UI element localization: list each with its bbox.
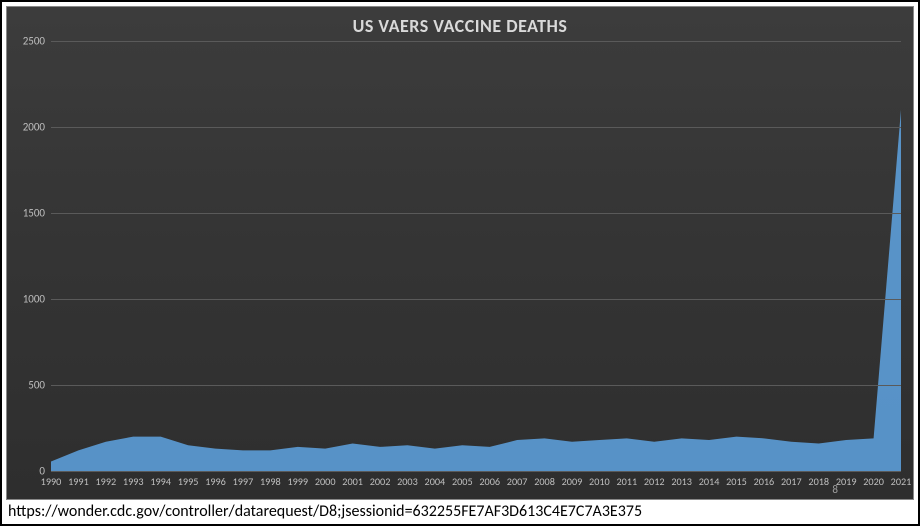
y-tick-label: 1500 <box>23 207 51 220</box>
x-tick-label: 2017 <box>781 475 802 488</box>
x-tick-label: 1996 <box>205 475 226 488</box>
x-tick-label: 2005 <box>452 475 473 488</box>
gridline <box>51 385 901 386</box>
x-tick-label: 2006 <box>479 475 500 488</box>
x-axis-ticks: 1990199119921993199419951996199719981999… <box>51 475 901 489</box>
x-tick-label: 2020 <box>863 475 884 488</box>
x-tick-label: 1993 <box>123 475 144 488</box>
x-tick-label: 2002 <box>370 475 391 488</box>
x-tick-label: 2019 <box>836 475 857 488</box>
x-tick-label: 2007 <box>507 475 528 488</box>
y-tick-label: 0 <box>39 465 51 478</box>
x-tick-label: 2000 <box>315 475 336 488</box>
x-tick-label: 2003 <box>397 475 418 488</box>
y-tick-label: 1000 <box>23 293 51 306</box>
x-tick-label: 2010 <box>589 475 610 488</box>
x-tick-label: 2018 <box>808 475 829 488</box>
x-tick-label: 2014 <box>699 475 720 488</box>
x-tick-label: 1991 <box>68 475 89 488</box>
x-tick-label: 2012 <box>644 475 665 488</box>
x-tick-label: 1999 <box>287 475 308 488</box>
x-tick-label: 1994 <box>150 475 171 488</box>
y-tick-label: 500 <box>28 379 51 392</box>
x-tick-label: 1995 <box>178 475 199 488</box>
x-tick-label: 2013 <box>671 475 692 488</box>
x-tick-label: 1992 <box>96 475 117 488</box>
gridline <box>51 127 901 128</box>
plot-area: 1990199119921993199419951996199719981999… <box>51 41 901 471</box>
x-tick-label: 1998 <box>260 475 281 488</box>
area-series <box>51 41 901 471</box>
x-tick-label: 2011 <box>616 475 637 488</box>
y-tick-label: 2500 <box>23 35 51 48</box>
x-tick-label: 2004 <box>425 475 446 488</box>
x-tick-label: 1997 <box>233 475 254 488</box>
chart-container: US VAERS VACCINE DEATHS 1990199119921993… <box>6 6 914 500</box>
x-tick-label: 2016 <box>754 475 775 488</box>
gridline <box>51 299 901 300</box>
page-number: 8 <box>832 483 838 496</box>
chart-title: US VAERS VACCINE DEATHS <box>7 15 913 37</box>
slide-frame: US VAERS VACCINE DEATHS 1990199119921993… <box>0 0 920 526</box>
y-tick-label: 2000 <box>23 121 51 134</box>
x-tick-label: 2015 <box>726 475 747 488</box>
x-tick-label: 2009 <box>562 475 583 488</box>
x-tick-label: 2001 <box>342 475 363 488</box>
x-tick-label: 2008 <box>534 475 555 488</box>
source-url: https://wonder.cdc.gov/controller/datare… <box>8 502 642 521</box>
gridline <box>51 41 901 42</box>
x-tick-label: 2021 <box>891 475 912 488</box>
gridline <box>51 213 901 214</box>
gridline <box>51 471 901 472</box>
